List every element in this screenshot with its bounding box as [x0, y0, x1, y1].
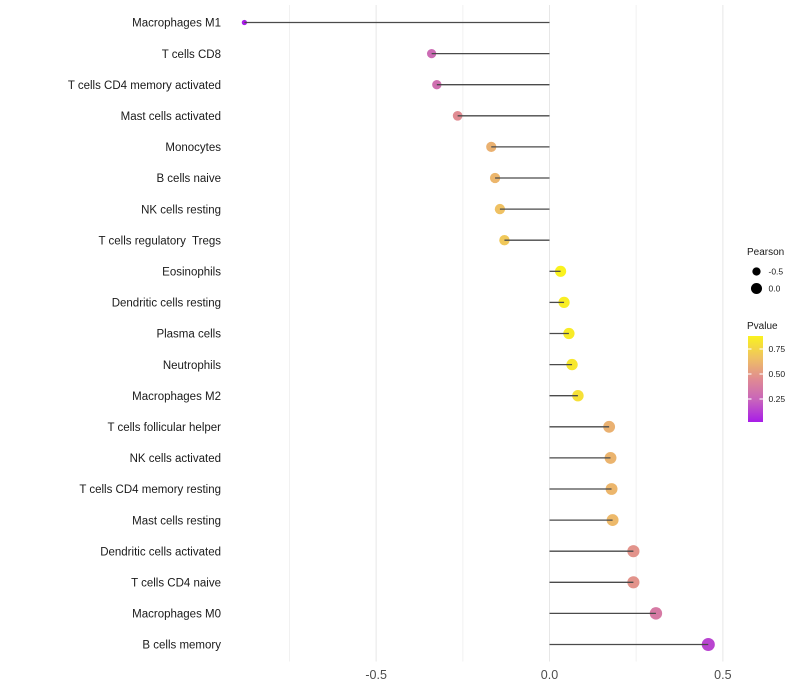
category-label: T cells CD4 naive: [131, 578, 221, 590]
category-label: Eosinophils: [162, 267, 221, 279]
legend-colorbar-label: 0.75: [769, 344, 786, 354]
category-label: Neutrophils: [163, 360, 221, 372]
x-tick-label: 0.0: [541, 668, 558, 682]
category-label: Macrophages M2: [132, 391, 221, 403]
category-label: Macrophages M0: [132, 609, 221, 621]
legend-size-label: 0.0: [769, 284, 781, 294]
category-label: Dendritic cells activated: [100, 546, 221, 558]
legend-pvalue-title: Pvalue: [747, 321, 778, 332]
category-label: Monocytes: [165, 142, 221, 154]
legend-pearson-title: Pearson: [747, 247, 784, 258]
category-label: T cells CD8: [162, 49, 221, 61]
legend-size-label: -0.5: [769, 267, 784, 277]
category-label: Mast cells resting: [132, 515, 221, 527]
legend-colorbar: [748, 336, 763, 422]
x-tick-label: 0.5: [714, 668, 731, 682]
data-point: [604, 451, 617, 464]
category-label: Plasma cells: [156, 329, 221, 341]
category-label: T cells regulatory Tregs: [98, 235, 221, 247]
category-label: B cells naive: [156, 173, 221, 185]
category-label: Macrophages M1: [132, 18, 221, 30]
legend-colorbar-label: 0.50: [769, 369, 786, 379]
category-label: T cells CD4 memory resting: [79, 484, 221, 496]
category-label: NK cells resting: [141, 204, 221, 216]
category-label: Dendritic cells resting: [112, 298, 221, 310]
legend-size-dot: [752, 267, 761, 276]
category-label: NK cells activated: [130, 453, 221, 465]
legend-size-dot: [750, 282, 763, 295]
category-label: B cells memory: [142, 640, 221, 652]
x-tick-label: -0.5: [365, 668, 387, 682]
legend-colorbar-label: 0.25: [769, 394, 786, 404]
category-label: Mast cells activated: [121, 111, 221, 123]
category-label: T cells follicular helper: [107, 422, 221, 434]
category-label: T cells CD4 memory activated: [68, 80, 221, 92]
